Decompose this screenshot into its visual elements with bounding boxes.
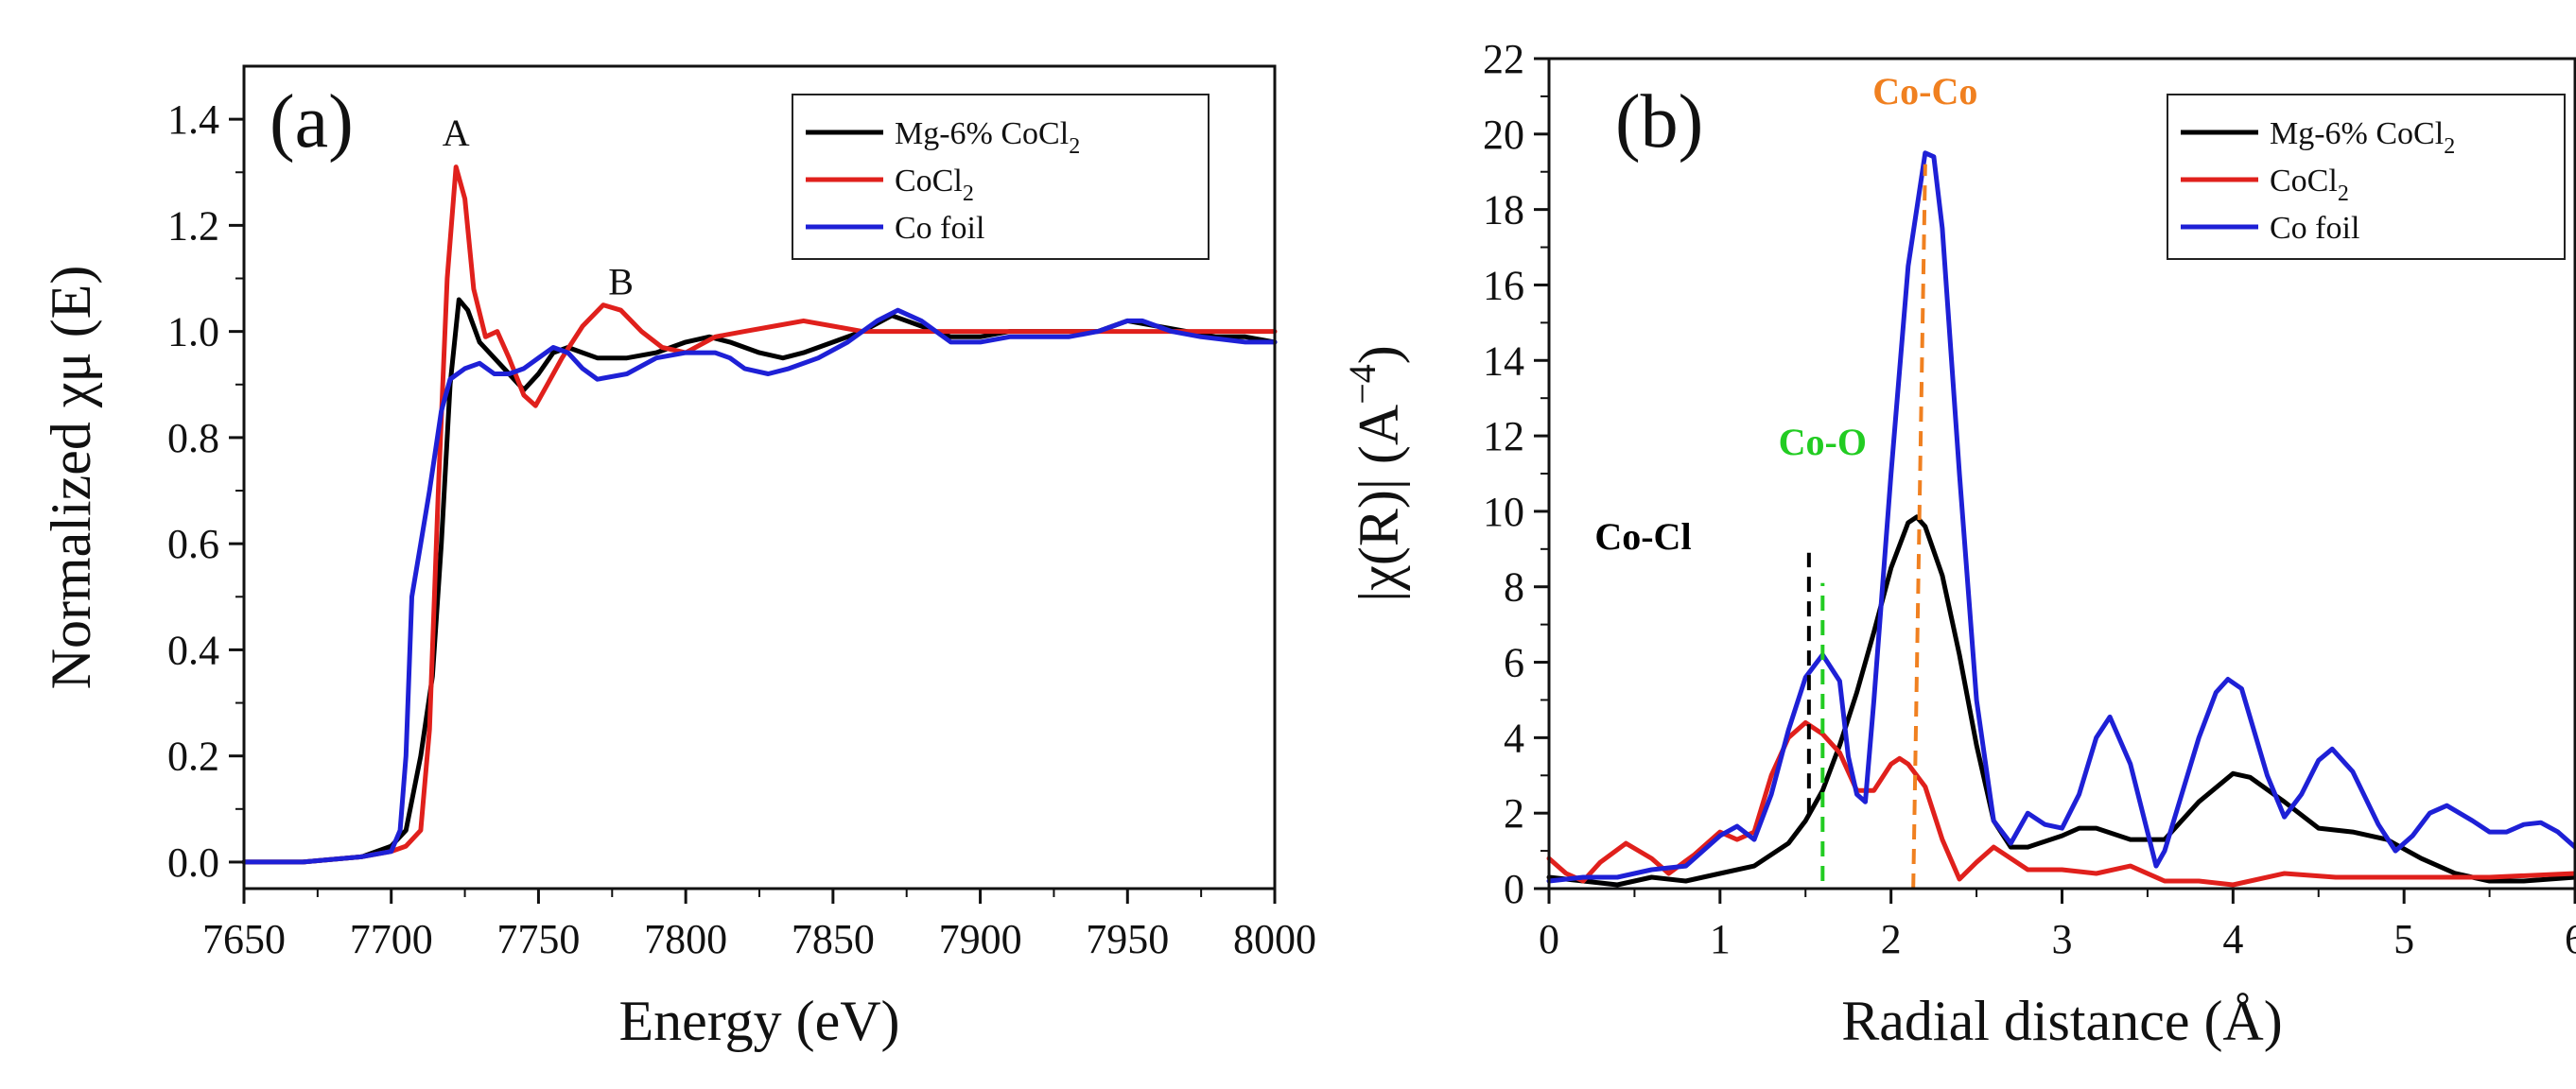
y-tick-label: 14 [1483,337,1524,384]
legend-entry-2: Co foil [2270,211,2359,246]
x-tick-label: 4 [2222,916,2243,962]
series-line-1 [241,164,1278,865]
y-tick-label: 0 [1504,866,1524,912]
y-tick-label: 1.4 [167,96,219,143]
x-axis-label: Energy (eV) [618,990,899,1052]
x-tick-label: 8000 [1233,916,1316,962]
y-tick-label: 16 [1483,262,1524,308]
x-tick-label: 5 [2393,916,2414,962]
x-tick-label: 0 [1539,916,1559,962]
y-axis-label: Normalized χμ (E) [40,266,102,690]
series-line-0 [241,297,1278,865]
annotation-label-0: Co-Cl [1594,515,1691,558]
y-tick-label: 0.6 [167,521,219,567]
annotation-label-1: Co-O [1779,421,1867,463]
x-tick-label: 7650 [202,916,286,962]
x-tick-label: 7700 [350,916,433,962]
series-line-2 [1546,150,2576,884]
y-tick-label: 0.4 [167,627,219,673]
legend-box [2167,94,2566,260]
x-tick-label: 2 [1881,916,1902,962]
y-axis-label-sup: −4 [1341,364,1384,405]
x-axis-label: Radial distance (Å) [1841,990,2283,1052]
annotation-label-2: Co-Co [1872,70,1977,112]
panel-a: 7650 7700 7750 7800 7850 7900 7950 8000 0.0 0.2 0.… [40,64,1316,1052]
x-tick-label: 7800 [644,916,727,962]
y-axis-label: |χ(R)| (A−4) [1341,345,1410,602]
x-tick-label: 7850 [792,916,875,962]
x-tick-label: 7750 [496,916,580,962]
y-tick-label: 4 [1504,715,1524,761]
y-tick-label: 8 [1504,564,1524,611]
annotation-label-0: A [443,112,470,154]
y-tick-label: 2 [1504,790,1524,837]
x-tick-label: 7900 [939,916,1022,962]
y-tick-label: 0.8 [167,415,219,461]
legend-entry-sub: 2 [2338,182,2349,206]
y-tick-label: 0.2 [167,734,219,780]
legend-box [792,94,1210,260]
legend-entry-sub: 2 [963,182,974,206]
y-tick-label: 12 [1483,413,1524,459]
y-tick-label: 10 [1483,489,1524,535]
x-tick-label: 7950 [1086,916,1169,962]
y-tick-label: 18 [1483,187,1524,233]
y-tick-label: 22 [1483,36,1524,82]
y-axis-label-close: ) [1348,345,1410,364]
series-line-0 [1546,514,2576,888]
legend-entry-sub: 2 [1069,134,1080,159]
series-line-2 [241,307,1278,865]
y-tick-label: 6 [1504,640,1524,686]
panel-label: (a) [270,80,354,164]
panel-label: (b) [1615,80,1703,164]
y-tick-label: 1.2 [167,202,219,249]
x-tick-label: 1 [1710,916,1731,962]
y-tick-label: 1.0 [167,309,219,355]
legend-entry-sub: 2 [2444,134,2455,159]
annotation-line-2 [1911,164,1927,890]
y-tick-label: 0.0 [167,839,219,886]
x-tick-label: 3 [2052,916,2073,962]
y-tick-label: 20 [1483,112,1524,158]
annotation-label-1: B [608,260,634,302]
legend-entry-2: Co foil [895,211,984,246]
x-tick-label: 6 [2565,916,2576,962]
